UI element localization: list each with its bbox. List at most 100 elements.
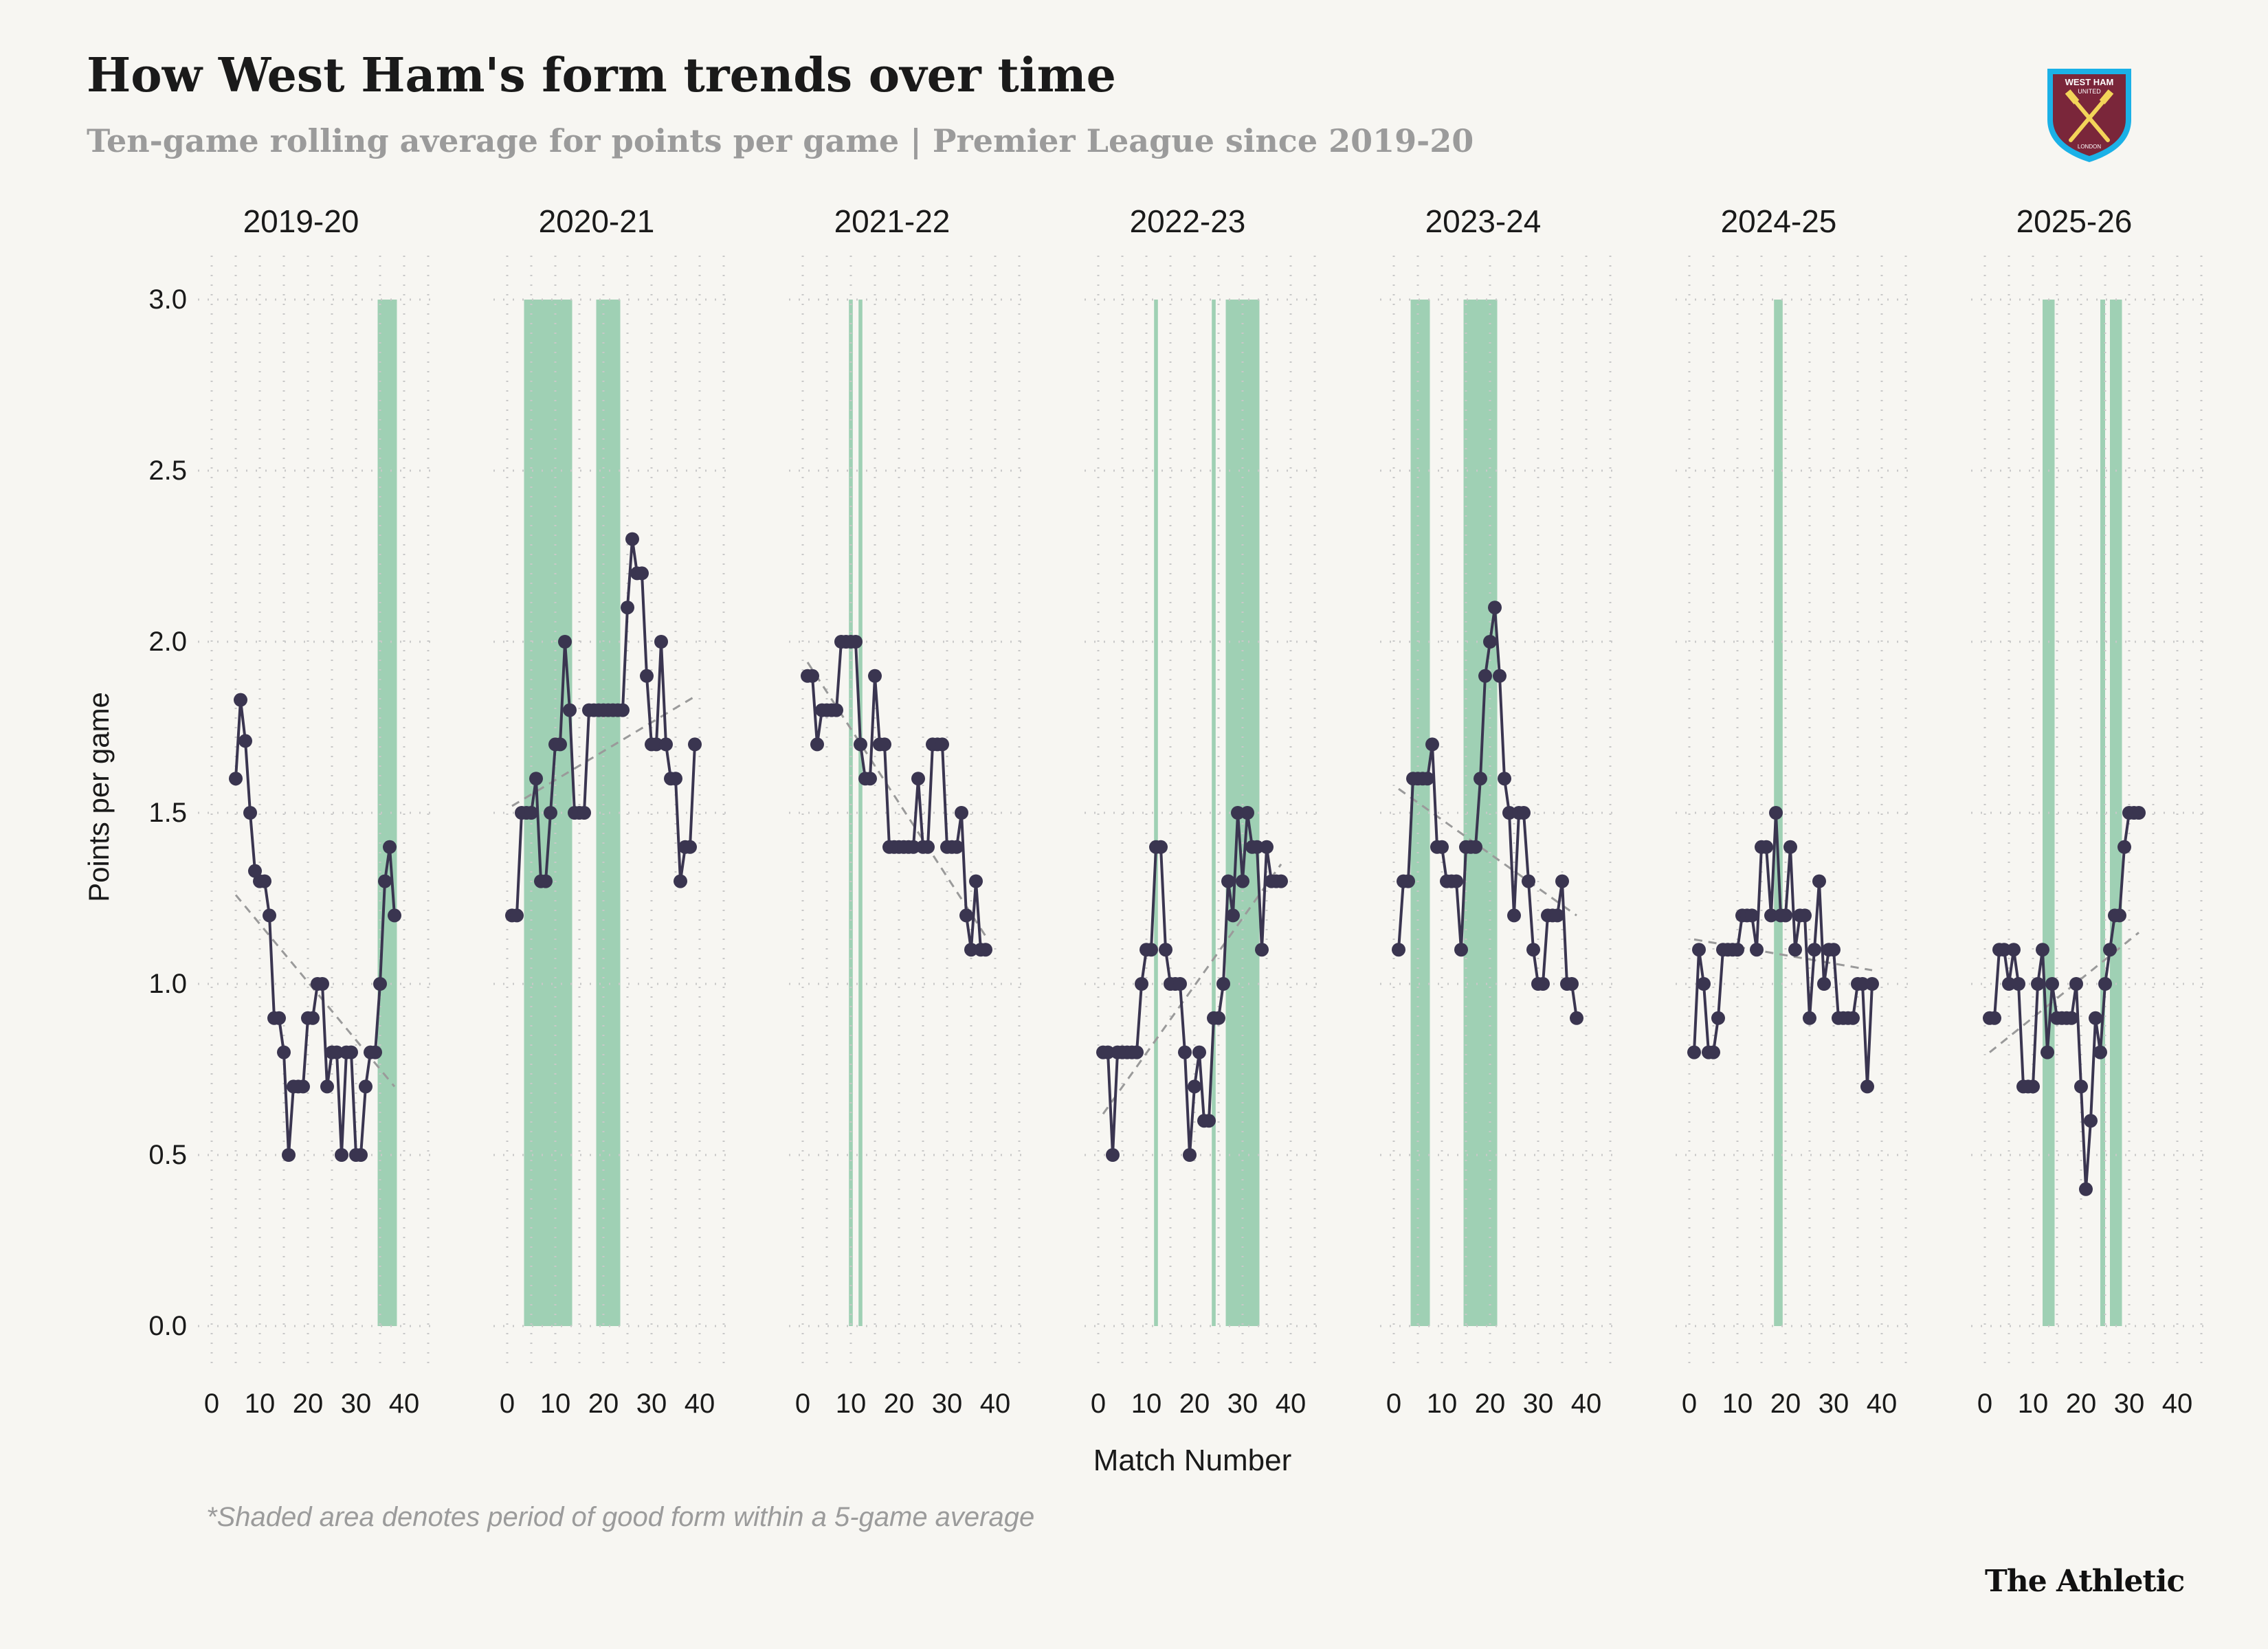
y-tick-label: 2.5: [148, 456, 187, 486]
data-point: [2113, 908, 2126, 923]
data-point: [296, 1079, 310, 1094]
data-point: [649, 737, 663, 752]
season-label: 2024-25: [1721, 203, 1837, 239]
good-form-band: [2100, 300, 2105, 1326]
x-tick-label: 10: [1427, 1389, 1458, 1419]
data-point: [359, 1079, 373, 1094]
data-point: [1401, 874, 1415, 888]
data-point: [1570, 1011, 1583, 1025]
data-point: [282, 1148, 296, 1162]
trend-line: [1102, 863, 1282, 1115]
x-tick-label: 30: [1819, 1389, 1849, 1419]
data-point: [1769, 806, 1783, 820]
data-point: [315, 977, 329, 991]
data-point: [1188, 1079, 1201, 1094]
good-form-band: [377, 300, 397, 1326]
data-point: [1221, 874, 1235, 888]
data-point: [1808, 943, 1821, 957]
data-point: [378, 874, 392, 888]
data-point: [810, 737, 824, 752]
data-point: [1173, 977, 1187, 991]
data-point: [1860, 1079, 1874, 1094]
season-label: 2022-23: [1130, 203, 1246, 239]
data-point: [258, 874, 271, 888]
data-point: [1498, 772, 1511, 786]
data-point: [1507, 908, 1521, 923]
data-point: [1449, 874, 1463, 888]
data-point: [1502, 806, 1516, 820]
x-tick-label: 30: [341, 1389, 372, 1419]
data-point: [1865, 977, 1879, 991]
data-point: [654, 635, 668, 649]
x-tick-label: 40: [1276, 1389, 1307, 1419]
x-tick-label: 0: [1682, 1389, 1697, 1419]
data-point: [1817, 977, 1831, 991]
data-point: [529, 772, 543, 786]
data-point: [1779, 908, 1792, 923]
data-point: [2069, 977, 2083, 991]
data-point: [878, 737, 891, 752]
crest-mid-text: UNITED: [2078, 88, 2101, 95]
data-point: [577, 806, 591, 820]
data-point: [1997, 943, 2011, 957]
data-point: [1236, 874, 1249, 888]
data-point: [1130, 1045, 1144, 1059]
x-tick-label: 10: [1131, 1389, 1162, 1419]
data-point: [354, 1148, 368, 1162]
season-label: 2020-21: [539, 203, 655, 239]
data-point: [935, 737, 949, 752]
y-tick-label: 3.0: [148, 284, 187, 315]
data-point: [524, 806, 538, 820]
data-point: [2012, 977, 2025, 991]
data-point: [539, 874, 553, 888]
data-point: [863, 772, 877, 786]
data-point: [1435, 840, 1449, 854]
footnote: *Shaded area denotes period of good form…: [206, 1502, 1035, 1532]
season-label: 2019-20: [243, 203, 359, 239]
data-point: [625, 532, 639, 546]
data-point: [1692, 943, 1706, 957]
data-point: [544, 806, 557, 820]
crest-top-text: WEST HAM: [2065, 77, 2114, 87]
data-point: [1526, 943, 1540, 957]
data-point: [1750, 943, 1764, 957]
data-point: [1856, 977, 1869, 991]
data-point: [229, 772, 243, 786]
x-tick-label: 10: [2018, 1389, 2049, 1419]
data-point: [1250, 840, 1264, 854]
good-form-band: [1212, 300, 1216, 1326]
data-point: [1154, 840, 1168, 854]
data-point: [248, 864, 262, 878]
data-point: [964, 943, 978, 957]
data-point: [621, 601, 634, 615]
x-tick-label: 20: [293, 1389, 324, 1419]
data-point: [306, 1011, 320, 1025]
data-point: [344, 1045, 358, 1059]
data-point: [669, 772, 682, 786]
data-point: [854, 737, 867, 752]
form-line: [808, 640, 986, 952]
panel-2023-24: 2023-24 0 10 20 30 40: [1380, 203, 1614, 1419]
data-point: [1711, 1011, 1725, 1025]
data-point: [2098, 977, 2112, 991]
x-tick-label: 30: [932, 1389, 963, 1419]
y-axis-label: Points per game: [82, 692, 115, 902]
data-point: [635, 566, 649, 581]
data-point: [2036, 943, 2049, 957]
data-point: [1759, 840, 1773, 854]
data-point: [659, 737, 673, 752]
x-tick-label: 0: [1091, 1389, 1106, 1419]
good-form-band: [1154, 300, 1158, 1326]
data-point: [1517, 806, 1531, 820]
data-point: [640, 669, 654, 683]
x-tick-label: 0: [1386, 1389, 1401, 1419]
data-point: [1555, 874, 1569, 888]
x-axis-label: Match Number: [1093, 1444, 1292, 1477]
data-point: [1565, 977, 1579, 991]
data-point: [683, 840, 697, 854]
data-point: [1827, 943, 1841, 957]
data-point: [335, 1148, 348, 1162]
data-point: [330, 1045, 344, 1059]
data-point: [1454, 943, 1468, 957]
data-point: [1687, 1045, 1701, 1059]
